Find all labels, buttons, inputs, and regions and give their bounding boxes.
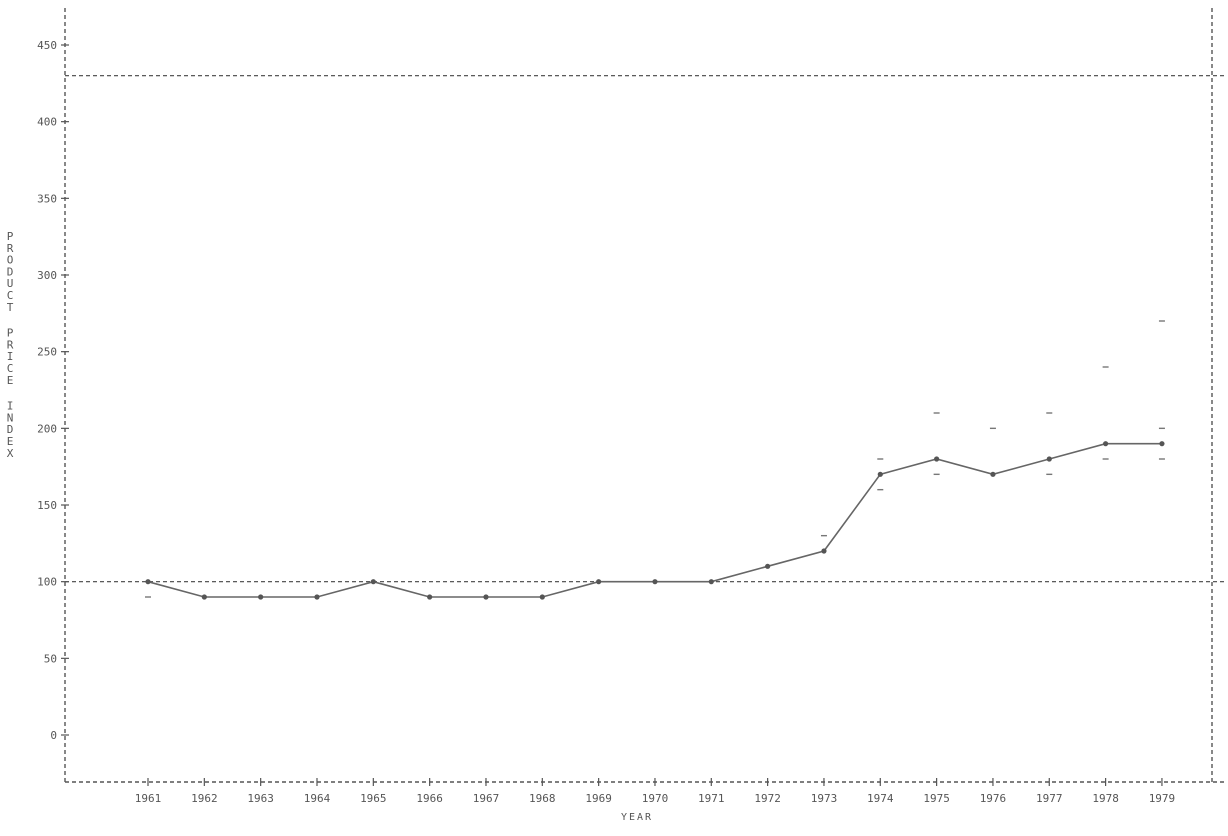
y-axis-title-char: U [7,277,14,290]
range-markers [145,320,1165,598]
x-tick-label: 1965 [360,792,387,805]
y-tick-label: 0 [50,729,57,742]
data-point-1978 [1103,441,1109,447]
y-tick-label: 400 [37,116,57,129]
y-tick-label: 450 [37,39,57,52]
x-tick-label: 1972 [754,792,781,805]
x-tick-label: 1974 [867,792,894,805]
y-axis-title-char: X [7,447,14,460]
data-point-1979 [1159,441,1165,447]
data-point-1961 [145,579,151,585]
y-axis-title-char: N [7,411,14,424]
y-axis-title-char: E [7,374,14,387]
y-tick-label: 150 [37,499,57,512]
x-tick-label: 1969 [585,792,612,805]
y-axis-title-char: R [7,338,14,351]
plot-frame [64,8,1224,783]
data-point-1964 [314,594,320,600]
data-point-1963 [258,594,264,600]
data-point-1974 [877,471,883,477]
x-tick-label: 1962 [191,792,218,805]
y-axis-title-char: R [7,242,14,255]
data-point-1971 [708,579,714,585]
data-point-1966 [427,594,433,600]
x-axis-title: YEAR [621,812,653,823]
y-axis-title-char: T [7,301,14,314]
y-tick-label: 300 [37,269,57,282]
y-axis-title-char: P [7,327,14,340]
data-point-1962 [201,594,207,600]
x-tick-label: 1967 [473,792,500,805]
data-point-1977 [1046,456,1052,462]
data-point-1970 [652,579,658,585]
x-tick-label: 1979 [1149,792,1176,805]
y-axis-title-char: D [7,265,14,278]
data-point-1973 [821,548,827,554]
x-tick-label: 1976 [980,792,1007,805]
data-point-1975 [934,456,940,462]
y-axis-title-char: C [7,289,14,302]
x-tick-label: 1968 [529,792,556,805]
y-tick-label: 200 [37,422,57,435]
x-tick-label: 1963 [247,792,274,805]
y-axis-title-char: O [7,254,14,267]
y-axis-title-char: C [7,362,14,375]
y-tick-label: 100 [37,576,57,589]
series-line [147,442,1162,598]
x-tick-label: 1973 [811,792,838,805]
y-tick-label: 350 [37,192,57,205]
series-line-group [145,441,1165,600]
data-point-1965 [370,579,376,585]
x-tick-label: 1971 [698,792,725,805]
data-point-1972 [765,563,771,569]
y-axis-title-char: E [7,435,14,448]
reference-lines [65,75,1224,583]
x-tick-label: 1978 [1092,792,1119,805]
y-axis-title-char: I [7,350,14,363]
x-tick-label: 1970 [642,792,669,805]
x-axis: 1961 1962 1963 1964 1965 1966 1967 1968 1969 1970… [135,778,1175,805]
y-axis: 0 50 100 150 200 250 300 350 400 450 [37,39,69,742]
data-point-1968 [539,594,545,600]
y-tick-label: 250 [37,346,57,359]
x-tick-label: 1966 [416,792,443,805]
y-axis-title-char: I [7,400,14,413]
y-axis-title-char: P [7,230,14,243]
x-tick-label: 1961 [135,792,162,805]
x-tick-label: 1964 [304,792,331,805]
y-axis-title-char: D [7,423,14,436]
x-tick-label: 1977 [1036,792,1063,805]
data-point-1976 [990,471,996,477]
x-tick-label: 1975 [923,792,950,805]
y-tick-label: 50 [44,652,57,665]
data-point-1969 [596,579,602,585]
data-point-1967 [483,594,489,600]
